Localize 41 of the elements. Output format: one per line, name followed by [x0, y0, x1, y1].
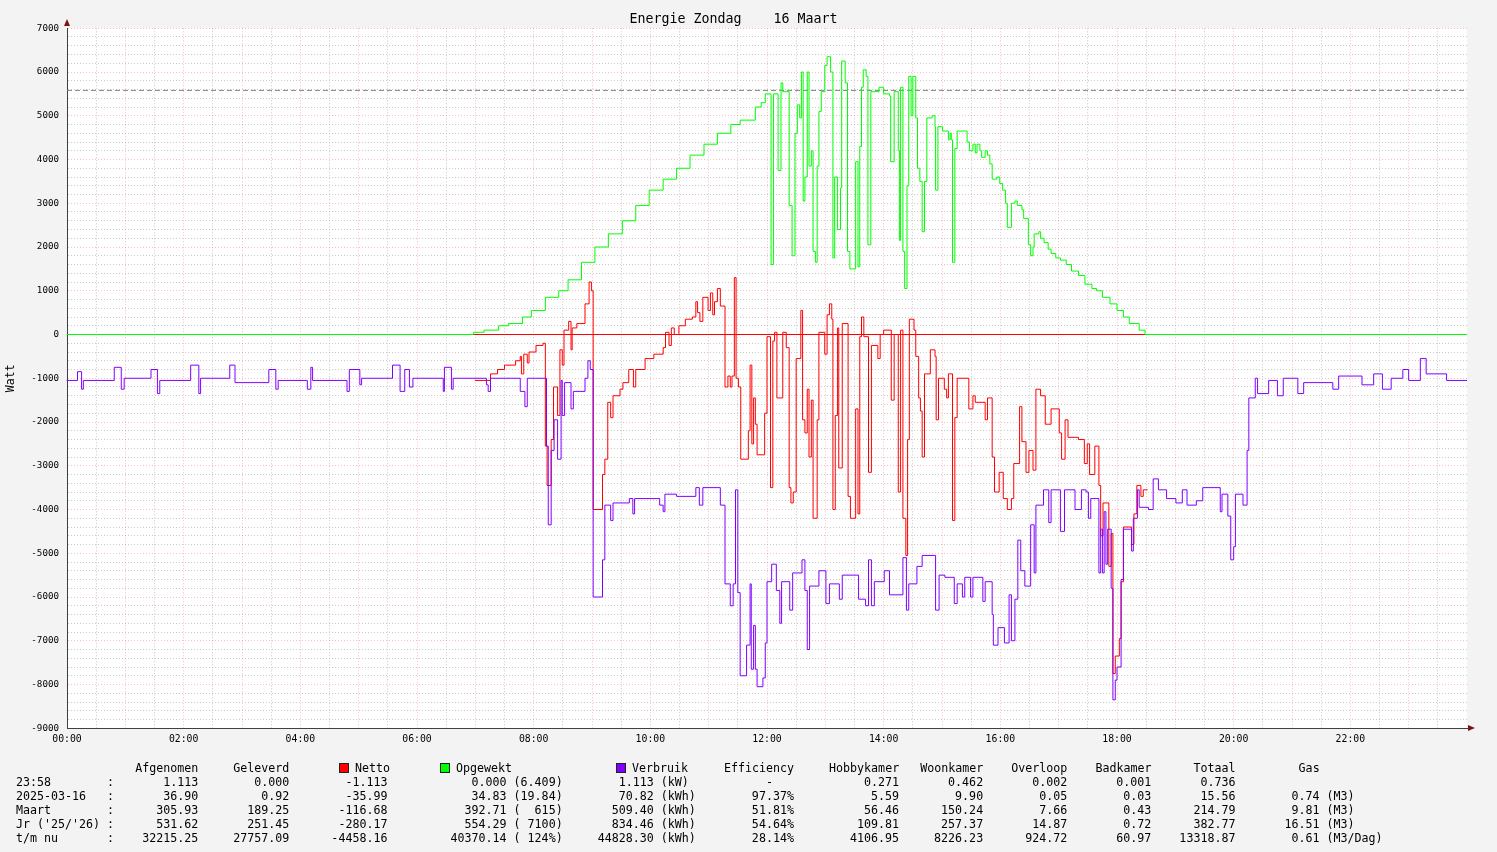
y-tick-label: -3000 [31, 459, 59, 471]
legend-label: Verbruik [632, 761, 689, 775]
x-tick-label: 14:00 [868, 732, 899, 744]
x-tick-label: 04:00 [285, 732, 316, 744]
x-tick-label: 22:00 [1335, 732, 1366, 744]
text: 23:58 : 1.113 0.000 -1.113 0.000 (6.409) 1.113 (kW) - 0.271 0.462 0.002 0.001 0.736 [16, 775, 1236, 789]
text: 2025-03-16 : 36.90 0.92 -35.99 34.83 (19.84) 70.82 (kWh) 97.37% 5.59 9.90 0.05 0.03 15.56 0.74 (M3) [16, 789, 1355, 803]
text: Afgenomen Geleverd [135, 761, 290, 775]
y-tick-label: -2000 [31, 415, 59, 427]
y-axis-title: Watt [2, 364, 17, 393]
x-tick-label: 18:00 [1102, 732, 1132, 744]
y-tick-label: 3000 [36, 196, 59, 208]
y-tick-label: -6000 [31, 590, 59, 602]
y-tick-label: -5000 [31, 546, 59, 558]
x-tick-label: 16:00 [985, 732, 1016, 744]
y-tick-label: -8000 [31, 677, 59, 689]
text: Maart : 305.93 189.25 -116.68 392.71 ( 615) 509.40 (kWh) 51.81% 56.46 150.24 7.66 0.43 214.79 9.81 (M3) [16, 803, 1355, 817]
y-tick-label: 7000 [36, 21, 59, 33]
y-tick-label: -1000 [31, 371, 59, 383]
legend-label: Opgewekt [456, 761, 513, 775]
y-tick-label: 1000 [36, 284, 59, 296]
x-tick-label: 08:00 [518, 732, 549, 744]
y-tick-label: -9000 [31, 721, 59, 733]
text: Efficiency Hobbykamer Woonkamer Overloop Badkamer Totaal Gas [723, 761, 1320, 775]
x-tick-label: 12:00 [752, 732, 782, 744]
y-tick-label: -4000 [31, 502, 59, 514]
x-tick-label: 10:00 [635, 732, 666, 744]
text: t/m nu : 32215.25 27757.09 -4458.16 40370.14 ( 124%) 44828.30 (kWh) 28.14% 4106.95 8226.23 924.72 60.97 13318.87 0.61 (M3/Dag) [16, 831, 1383, 845]
y-tick-label: 2000 [36, 240, 59, 252]
x-tick-label: 06:00 [402, 732, 432, 744]
y-tick-label: 4000 [36, 152, 59, 164]
x-tick-label: 20:00 [1218, 732, 1249, 744]
y-tick-label: 5000 [36, 109, 59, 121]
chart-title: Energie Zondag 16 Maart [629, 10, 838, 26]
y-tick-label: -7000 [31, 634, 59, 646]
legend-label: Netto [355, 761, 391, 775]
x-tick-label: 02:00 [168, 732, 199, 744]
x-tick-label: 00:00 [52, 732, 82, 744]
text: Jr ('25/'26) : 531.62 251.45 -280.17 554.29 ( 7100) 834.46 (kWh) 54.64% 109.81 257.37 14.87 0.72 382.77 16.51 (M3) [16, 817, 1355, 831]
y-tick-label: 0 [53, 327, 59, 339]
y-tick-label: 6000 [36, 65, 59, 77]
